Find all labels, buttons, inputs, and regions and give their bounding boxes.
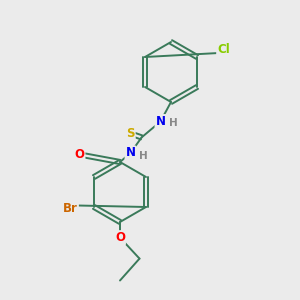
Text: H: H xyxy=(139,151,148,161)
Text: N: N xyxy=(125,146,136,160)
Text: Cl: Cl xyxy=(217,43,230,56)
Text: N: N xyxy=(155,115,166,128)
Text: H: H xyxy=(169,118,178,128)
Text: Br: Br xyxy=(63,202,78,215)
Text: O: O xyxy=(115,231,125,244)
Text: O: O xyxy=(74,148,85,161)
Text: S: S xyxy=(126,127,135,140)
